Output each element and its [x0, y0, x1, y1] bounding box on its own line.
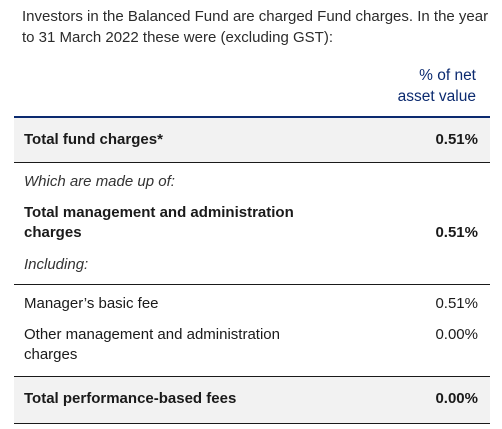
row-total-performance-fees: Total performance-based fees 0.00%	[24, 389, 478, 409]
total-fund-charges-value: 0.51%	[435, 131, 478, 148]
row-managers-basic-fee: Manager’s basic fee 0.51%	[24, 294, 478, 314]
divider-1	[14, 162, 490, 163]
made-up-of-label: Which are made up of:	[24, 173, 175, 190]
total-performance-band	[14, 377, 490, 423]
row-other-mgmt-admin: Other management and administration char…	[24, 325, 478, 365]
total-fund-charges-band	[14, 118, 490, 162]
row-made-up-of: Which are made up of:	[24, 172, 478, 192]
bottom-rule	[14, 423, 490, 424]
column-header: % of net asset value	[398, 65, 476, 107]
managers-basic-fee-label: Manager’s basic fee	[24, 295, 159, 312]
other-mgmt-admin-value: 0.00%	[435, 326, 478, 343]
total-fund-charges-label: Total fund charges*	[24, 131, 163, 148]
total-performance-fees-label: Total performance-based fees	[24, 390, 237, 407]
divider-3	[14, 376, 490, 377]
row-total-fund-charges: Total fund charges* 0.51%	[24, 130, 478, 150]
total-performance-fees-value: 0.00%	[435, 390, 478, 407]
row-total-mgmt-admin: Total management and administration char…	[24, 203, 478, 243]
intro-paragraph: Investors in the Balanced Fund are charg…	[22, 8, 489, 46]
column-header-line1: % of net	[419, 67, 476, 84]
header-rule	[14, 116, 490, 118]
column-header-line2: asset value	[397, 88, 476, 105]
divider-2	[14, 284, 490, 285]
total-mgmt-admin-value: 0.51%	[435, 224, 478, 241]
row-including: Including:	[24, 255, 478, 275]
other-mgmt-admin-label: Other management and administration char…	[24, 326, 280, 363]
total-mgmt-admin-label: Total management and administration char…	[24, 204, 294, 241]
including-label: Including:	[24, 256, 89, 273]
managers-basic-fee-value: 0.51%	[435, 295, 478, 312]
